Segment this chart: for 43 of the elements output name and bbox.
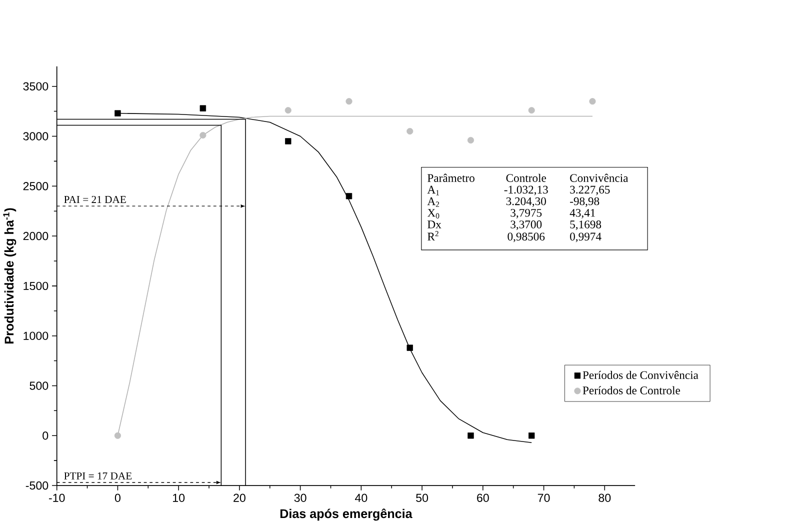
y-tick-label: 3500	[23, 82, 48, 91]
y-axis-title: Produtividade (kg ha$^{-1}$)	[3, 208, 16, 344]
annotation: PAI = 21 DAE	[64, 196, 126, 204]
annotation: Parâmetro	[428, 174, 474, 182]
y-tick-label: 2500	[23, 182, 48, 190]
x-tick-label: 10	[173, 494, 185, 502]
annotation: 3.204,30	[506, 197, 546, 207]
x-tick-label: 30	[294, 494, 306, 502]
annotation: 3,3700	[510, 220, 542, 230]
x-tick-label: 70	[538, 494, 550, 502]
annotation: 3,7975	[510, 209, 542, 219]
annotation: Dx	[428, 220, 442, 228]
x-tick-label: 0	[114, 494, 120, 502]
annotation: Convivência	[570, 174, 628, 182]
annotation: 0,98506	[508, 232, 545, 242]
legend-label: Períodos de Controle	[582, 386, 680, 394]
y-tick-label: -500	[26, 481, 48, 490]
annotation: PTPI = 17 DAE	[64, 472, 132, 480]
y-tick-label: 2000	[23, 232, 48, 240]
annotation: A$_{2}$	[427, 197, 440, 207]
x-axis-title: Dias após emergência	[280, 508, 412, 521]
x-tick-label: -10	[48, 494, 65, 502]
legend-label: Períodos de Convivência	[582, 370, 698, 380]
x-tick-label: 80	[598, 494, 611, 502]
annotation: -98,98	[570, 197, 600, 207]
annotation: 0,9974	[570, 232, 602, 242]
x-tick-label: 60	[477, 494, 489, 502]
annotation: A$_{1}$	[427, 186, 439, 196]
x-tick-label: 50	[416, 494, 428, 502]
y-tick-label: 500	[30, 382, 48, 390]
annotation: -1.032,13	[504, 186, 548, 196]
annotation: R$^{2}$	[428, 231, 438, 240]
annotation: 3.227,65	[570, 186, 610, 196]
annotation: X$_{0}$	[427, 209, 440, 219]
y-tick-label: 0	[42, 432, 48, 440]
annotation: Controle	[506, 174, 546, 182]
y-tick-label: 3000	[23, 132, 48, 140]
y-tick-label: 1000	[24, 332, 48, 340]
annotation: 5,1698	[570, 220, 602, 230]
x-tick-label: 20	[234, 494, 246, 502]
y-tick-label: 1500	[24, 282, 48, 290]
annotation: 43,41	[570, 209, 596, 219]
x-tick-label: 40	[355, 494, 368, 502]
